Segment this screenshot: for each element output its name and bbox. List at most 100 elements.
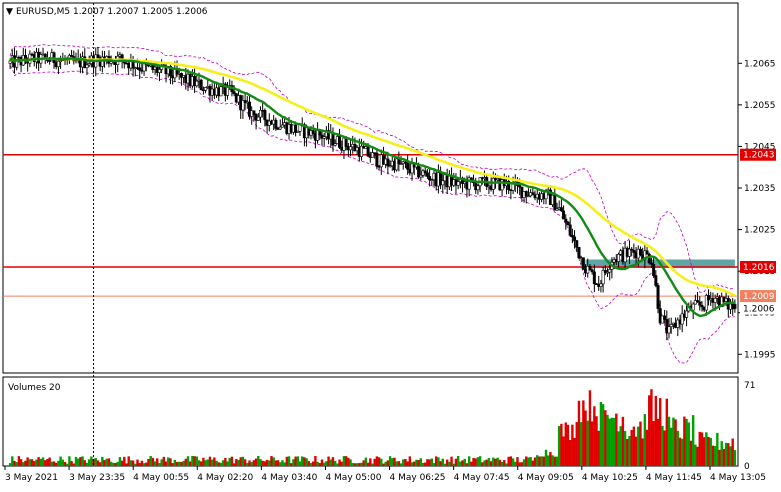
volume-bar <box>579 422 583 466</box>
volume-bar <box>461 460 464 466</box>
volume-bar <box>169 458 172 466</box>
volume-bar <box>103 460 106 466</box>
volume-bar <box>522 459 526 466</box>
candle-body <box>606 271 610 274</box>
volume-bar <box>564 422 567 466</box>
volume-bar <box>404 458 407 466</box>
volume-bar <box>83 460 86 466</box>
volume-bar <box>309 462 313 466</box>
candle-body <box>643 250 647 261</box>
candle-body <box>665 319 669 334</box>
volume-bar <box>22 462 25 466</box>
volume-bar <box>281 460 284 466</box>
candle-body <box>663 315 667 320</box>
volume-bar <box>175 461 179 466</box>
candle-body <box>507 180 511 190</box>
volume-bar <box>582 400 585 466</box>
volume-bar <box>261 460 264 466</box>
volume-bar <box>445 459 449 466</box>
candle-body <box>395 158 399 171</box>
x-tick-label: 4 May 09:05 <box>518 473 574 483</box>
volume-bar <box>402 459 405 466</box>
volume-bar <box>248 460 251 466</box>
volume-bar <box>24 460 27 466</box>
volume-bar <box>268 460 271 466</box>
volume-bar <box>129 460 133 466</box>
volume-bar <box>292 459 295 466</box>
volume-bar <box>634 436 638 466</box>
volume-bar <box>101 456 104 466</box>
volume-bar <box>204 460 207 466</box>
candle-body <box>168 66 172 77</box>
volume-bar <box>274 460 278 466</box>
volume-bar <box>472 457 475 466</box>
volume-bar <box>57 460 60 466</box>
candle-body <box>386 158 390 167</box>
volume-bar <box>61 459 65 466</box>
volume-bar <box>243 459 247 466</box>
candle-body <box>333 143 337 146</box>
candle-body <box>399 163 403 165</box>
volume-bar <box>511 458 515 466</box>
volume-bar <box>481 462 484 466</box>
volume-bar <box>303 457 306 466</box>
candle-body <box>258 110 262 118</box>
volume-bar <box>720 441 723 466</box>
volume-bar <box>301 456 304 466</box>
volume-bar <box>362 460 365 466</box>
volume-bar <box>670 427 673 466</box>
volume-bar <box>615 413 618 466</box>
volume-bar <box>702 437 706 466</box>
candle-body <box>632 250 636 253</box>
volume-bar <box>191 455 194 466</box>
volume-bar <box>140 460 144 466</box>
volume-title[interactable]: Volumes 20 <box>8 383 61 393</box>
price-tag-label: 1.2009 <box>743 292 775 302</box>
volume-bar <box>296 456 300 466</box>
volume-bar <box>395 461 398 466</box>
volume-bar <box>448 461 451 466</box>
volume-bar <box>171 463 174 466</box>
volume-bar <box>410 462 414 466</box>
volume-bar <box>656 418 660 466</box>
volume-bar <box>265 459 269 466</box>
volume-bar <box>494 458 497 466</box>
candle-body <box>349 146 353 151</box>
candle-body <box>87 63 91 66</box>
volume-bar <box>437 457 440 466</box>
volume-bar <box>325 461 328 466</box>
candle-body <box>360 145 364 157</box>
volume-bar <box>680 438 684 466</box>
volume-bar <box>408 456 412 466</box>
volume-bar <box>314 456 317 466</box>
candle-body <box>647 253 651 264</box>
volume-bar <box>505 463 508 466</box>
volume-bar <box>610 417 614 466</box>
candle-body <box>248 101 252 117</box>
candle-body <box>263 110 267 121</box>
volume-bar <box>184 458 188 466</box>
volume-bar <box>239 457 242 466</box>
volume-bar <box>676 430 679 466</box>
volume-bar <box>597 430 600 466</box>
candle-body <box>370 152 374 158</box>
volume-bar <box>696 446 699 466</box>
volume-bar <box>327 456 330 466</box>
candle-body <box>296 130 300 133</box>
candle-body <box>696 300 700 303</box>
x-tick-label: 4 May 05:00 <box>325 473 381 483</box>
volume-bar <box>206 459 209 466</box>
volume-bar <box>698 431 701 466</box>
candle-body <box>294 124 298 133</box>
volume-bar <box>254 458 258 466</box>
volume-bar <box>595 416 598 466</box>
volume-bar <box>164 461 168 466</box>
candle-body <box>243 100 247 103</box>
volume-bar <box>48 457 51 466</box>
candle-body <box>564 218 568 223</box>
volume-bar <box>593 406 596 466</box>
volume-bar <box>118 457 122 466</box>
volume-bar <box>353 463 357 466</box>
candle-body <box>693 300 697 305</box>
volume-bar <box>549 451 552 466</box>
